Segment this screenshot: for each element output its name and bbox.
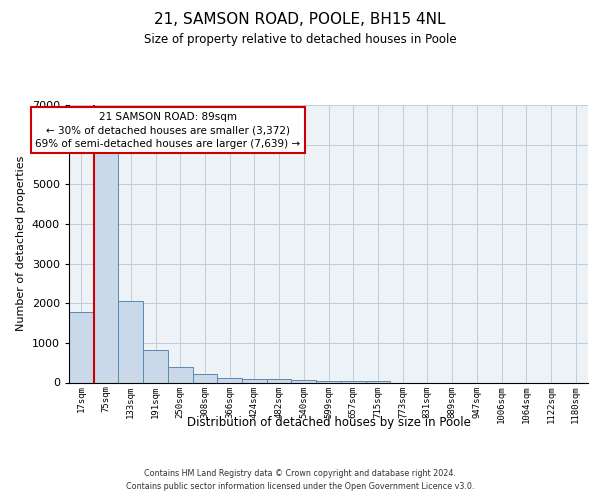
Bar — [118, 301, 143, 382]
Bar — [292, 380, 316, 382]
Bar — [365, 381, 390, 382]
Bar — [242, 378, 267, 382]
Bar — [341, 381, 365, 382]
Bar — [316, 380, 341, 382]
Y-axis label: Number of detached properties: Number of detached properties — [16, 156, 26, 332]
Bar — [143, 350, 168, 382]
Bar — [69, 312, 94, 382]
Bar — [217, 378, 242, 382]
Text: 21, SAMSON ROAD, POOLE, BH15 4NL: 21, SAMSON ROAD, POOLE, BH15 4NL — [154, 12, 446, 28]
Text: Contains HM Land Registry data © Crown copyright and database right 2024.
Contai: Contains HM Land Registry data © Crown c… — [126, 470, 474, 491]
Bar — [267, 380, 292, 382]
Bar — [193, 374, 217, 382]
Text: Size of property relative to detached houses in Poole: Size of property relative to detached ho… — [143, 32, 457, 46]
Text: 21 SAMSON ROAD: 89sqm
← 30% of detached houses are smaller (3,372)
69% of semi-d: 21 SAMSON ROAD: 89sqm ← 30% of detached … — [35, 112, 301, 148]
Text: Distribution of detached houses by size in Poole: Distribution of detached houses by size … — [187, 416, 471, 429]
Bar — [94, 152, 118, 382]
Bar — [168, 368, 193, 382]
